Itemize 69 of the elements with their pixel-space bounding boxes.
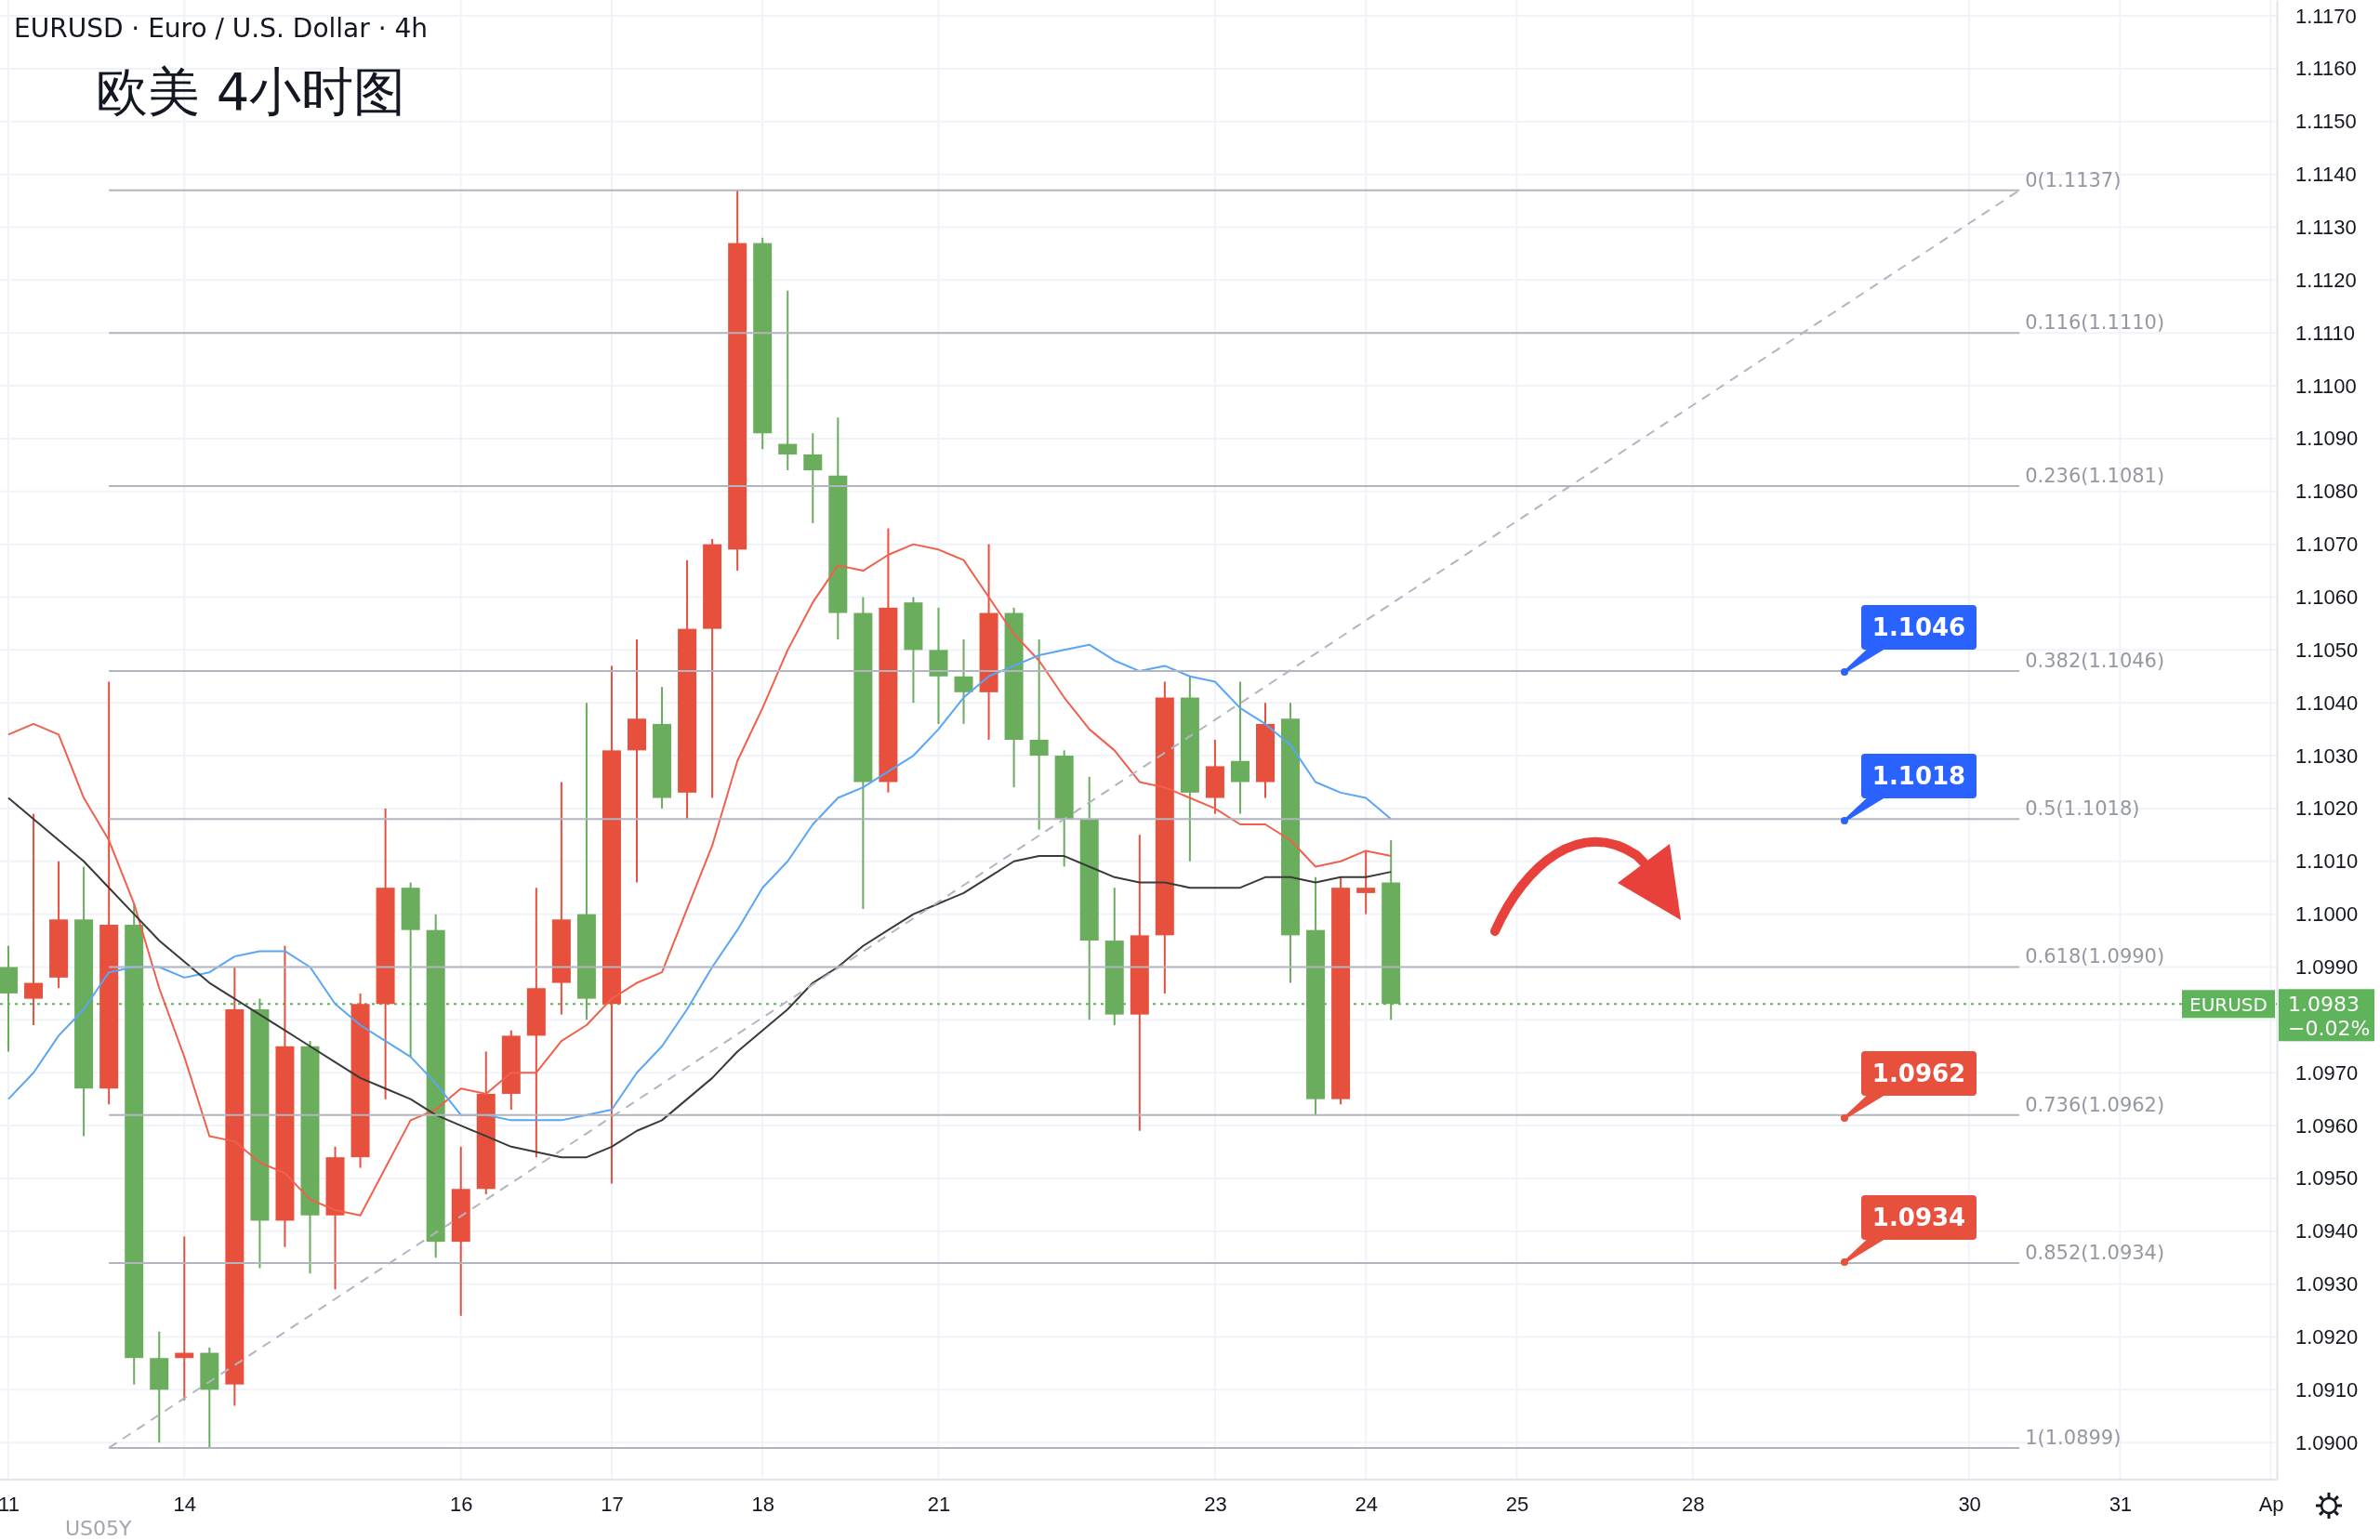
y-tick-label: 1.1130 — [2295, 216, 2357, 240]
x-tick-label: 18 — [751, 1492, 774, 1516]
y-tick-label: 1.1160 — [2295, 57, 2357, 81]
x-tick-label: 17 — [601, 1492, 624, 1516]
y-tick-label: 1.1020 — [2295, 796, 2359, 821]
y-tick-label: 1.1140 — [2295, 163, 2357, 187]
annotation: 1.1046 — [1871, 613, 1966, 641]
candlestick — [1029, 638, 1049, 831]
y-tick-label: 1.1050 — [2295, 638, 2359, 662]
y-tick-label: 1.0940 — [2295, 1219, 2359, 1244]
y-tick-label: 1.1100 — [2295, 374, 2357, 398]
series-label: 0.382(1.1046) — [2025, 650, 2165, 673]
y-tick-label: 1.0920 — [2295, 1325, 2359, 1349]
candlestick — [1356, 849, 1376, 915]
y-tick-label: 1.1040 — [2295, 691, 2359, 715]
y-tick-label: 1.1010 — [2295, 849, 2359, 874]
text: EURUSD · Euro / U.S. Dollar · 4h — [14, 13, 429, 44]
y-tick-label: 1.1080 — [2295, 480, 2359, 504]
y-tick-label: 1.0960 — [2295, 1113, 2359, 1138]
series-label: 1(1.0899) — [2025, 1426, 2122, 1449]
y-tick-label: 1.0930 — [2295, 1272, 2359, 1296]
y-tick-label: 1.1150 — [2295, 110, 2357, 134]
annotation: 1.0934 — [1871, 1204, 1966, 1231]
candlestick — [24, 812, 44, 1027]
y-tick-label: 1.1030 — [2295, 744, 2359, 768]
y-tick-label: 1.1090 — [2295, 427, 2359, 451]
y-tick-label: 1.1170 — [2295, 4, 2357, 28]
line-series — [7, 796, 1393, 1159]
text: US05Y — [65, 1517, 133, 1540]
x-tick-label: 21 — [927, 1492, 951, 1516]
x-tick-label: 24 — [1355, 1492, 1378, 1516]
candlestick — [803, 432, 823, 524]
text: −0.02% — [2288, 1017, 2371, 1041]
text: 欧美 4小时图 — [96, 61, 406, 122]
x-tick-label: 16 — [449, 1492, 473, 1516]
series-label: 0(1.1137) — [2025, 168, 2122, 191]
y-tick-label: 1.0990 — [2295, 955, 2359, 980]
series-label: 0.618(1.0990) — [2025, 945, 2165, 968]
annotation: 1.0962 — [1871, 1060, 1966, 1087]
y-tick-label: 1.0950 — [2295, 1166, 2359, 1191]
y-tick-label: 1.1110 — [2295, 321, 2356, 345]
x-tick-label: 23 — [1204, 1492, 1227, 1516]
x-tick-label: 11 — [0, 1492, 20, 1516]
x-tick-label: 14 — [173, 1492, 197, 1516]
series-label: 0.5(1.1018) — [2025, 797, 2140, 821]
series-label: 0.736(1.0962) — [2025, 1093, 2165, 1116]
y-tick-label: 1.1000 — [2295, 902, 2359, 927]
x-tick-label: 28 — [1681, 1492, 1705, 1516]
x-tick-label: 31 — [2109, 1492, 2133, 1516]
line-series — [7, 543, 1393, 1217]
y-tick-label: 1.0900 — [2295, 1430, 2359, 1454]
series-label: 0.116(1.1110) — [2025, 311, 2165, 335]
annotation: 1.1018 — [1871, 762, 1966, 790]
text: 1.0983 — [2288, 993, 2360, 1017]
ref-line-label: EURUSD — [2189, 994, 2268, 1017]
y-tick-label: 1.1120 — [2295, 268, 2357, 292]
candlestick — [954, 638, 973, 725]
candlestick — [1230, 680, 1250, 815]
y-tick-label: 1.0970 — [2295, 1060, 2359, 1085]
x-tick-label: 25 — [1505, 1492, 1529, 1516]
y-tick-label: 1.1070 — [2295, 533, 2359, 557]
candlestick — [778, 289, 798, 472]
x-tick-label: Ap — [2258, 1492, 2284, 1516]
x-tick-label: 30 — [1958, 1492, 1981, 1516]
line-series — [7, 643, 1393, 1122]
series-label: 0.852(1.0934) — [2025, 1241, 2165, 1264]
y-tick-label: 1.0910 — [2295, 1377, 2359, 1402]
y-tick-label: 1.1060 — [2295, 586, 2359, 610]
series-label: 0.236(1.1081) — [2025, 465, 2165, 488]
